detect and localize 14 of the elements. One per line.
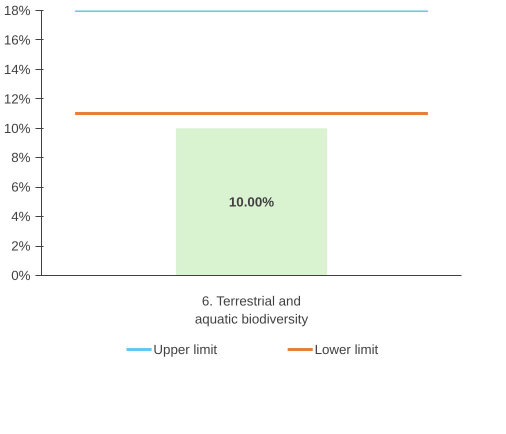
y-tick-label: 0% [11,268,31,283]
data-label: 10.00% [228,194,274,210]
y-tick-label: 14% [4,62,31,77]
y-tick-label: 6% [11,180,31,195]
x-tick-label: 6. Terrestrial and aquatic biodiversity [194,294,309,326]
y-tick-label: 2% [11,238,31,254]
y-tick-label: 12% [4,91,31,106]
y-tick-label: 8% [11,150,31,166]
y-tick-label: 10% [4,120,31,136]
legend-label: Lower limit [314,342,379,357]
y-tick-label: 4% [11,209,31,224]
y-tick-label: 16% [4,32,31,48]
y-tick-label: 18% [4,3,31,18]
legend-label: Upper limit [153,342,218,357]
